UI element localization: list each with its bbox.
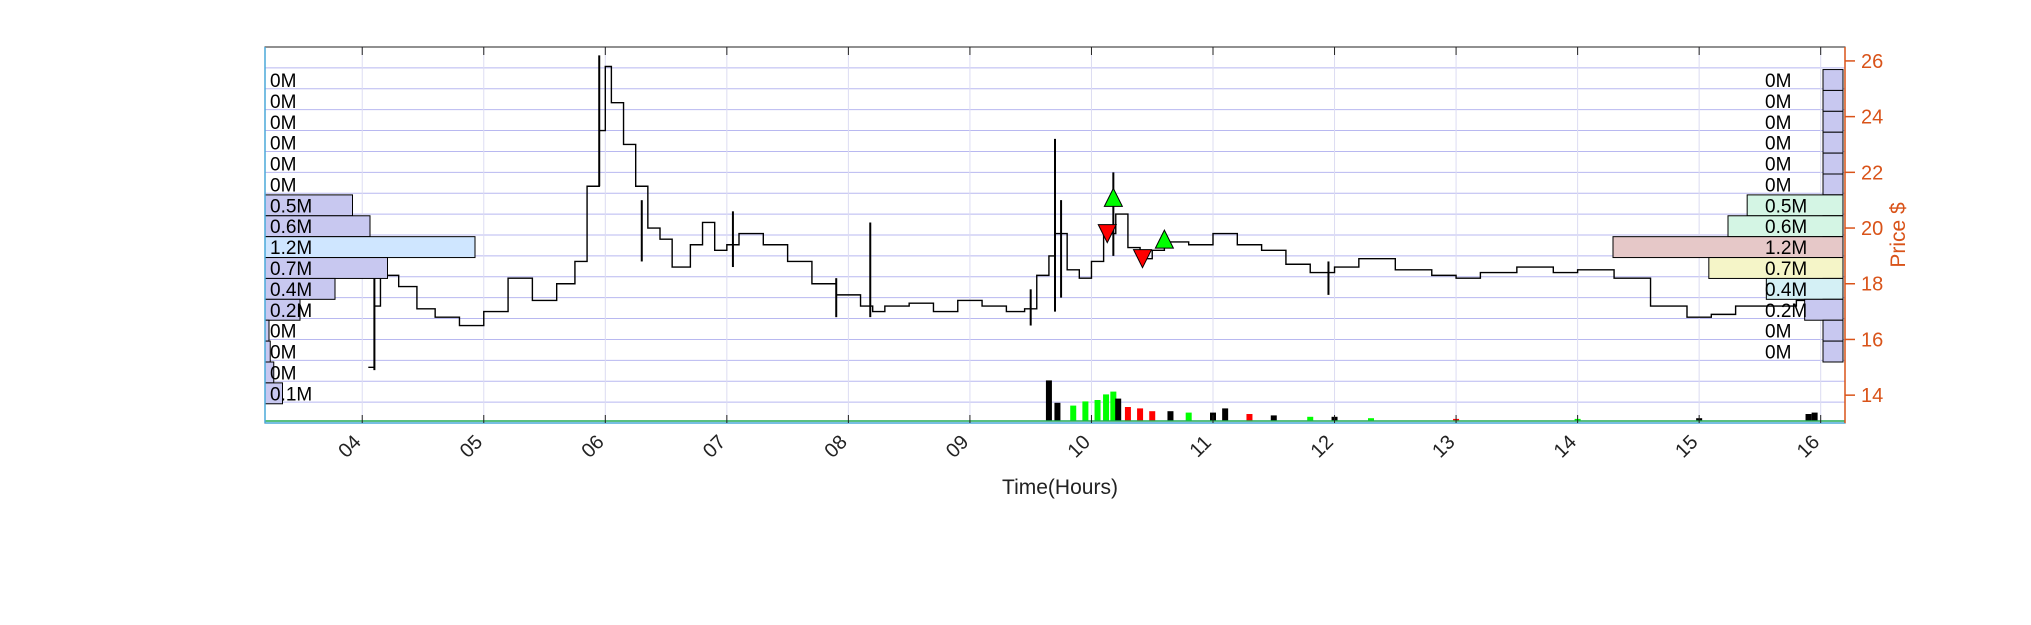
right-profile-label: 0.5M bbox=[1765, 196, 1807, 217]
left-profile-label: 0M bbox=[270, 92, 296, 113]
left-profile-label: 0M bbox=[270, 175, 296, 196]
right-profile-edge-bar bbox=[1822, 89, 1844, 112]
x-tick-label: 07 bbox=[699, 431, 730, 462]
volume-bar bbox=[1270, 415, 1277, 421]
y-axis-title: Price $ bbox=[1887, 202, 1910, 268]
x-tick-label: 08 bbox=[820, 431, 851, 462]
volume-bar bbox=[1368, 418, 1374, 421]
left-profile-label: 0M bbox=[270, 363, 296, 384]
volume-bar bbox=[1185, 412, 1192, 421]
volume-bar bbox=[1110, 391, 1117, 421]
volume-bar bbox=[1222, 408, 1229, 421]
volume-bar bbox=[1805, 414, 1812, 421]
left-profile-label: 0.2M bbox=[270, 301, 312, 322]
right-profile-label: 0M bbox=[1765, 155, 1791, 176]
volume-bar bbox=[1115, 398, 1122, 421]
x-tick-label: 10 bbox=[1064, 431, 1095, 462]
sell-marker bbox=[1097, 224, 1118, 244]
y-tick-label: 26 bbox=[1861, 51, 1883, 73]
right-profile-edge-bar bbox=[1822, 319, 1844, 342]
left-profile-label: 0.7M bbox=[270, 259, 312, 280]
right-profile-label: 0M bbox=[1765, 134, 1791, 155]
left-profile-label: 0.6M bbox=[270, 217, 312, 238]
right-profile-bar bbox=[1804, 298, 1844, 321]
trade-markers bbox=[1097, 187, 1175, 269]
x-tick-label: 05 bbox=[456, 431, 487, 462]
left-profile-label: 1.2M bbox=[270, 238, 312, 259]
volume-bar bbox=[1103, 394, 1110, 421]
left-profile-label: 0M bbox=[270, 71, 296, 92]
right-profile-label: 0M bbox=[1765, 343, 1791, 364]
x-axis-title: Time(Hours) bbox=[1002, 476, 1118, 499]
volume-bar bbox=[1167, 411, 1174, 421]
right-profile-label: 0.4M bbox=[1765, 280, 1807, 301]
price-line bbox=[368, 65, 1822, 368]
right-profile-label: 0M bbox=[1765, 175, 1791, 196]
right-profile-label: 0.2M bbox=[1765, 301, 1807, 322]
y-tick-label: 22 bbox=[1861, 162, 1883, 184]
right-profile-label: 0.6M bbox=[1765, 217, 1807, 238]
right-profile-label: 0M bbox=[1765, 71, 1791, 92]
right-profile-edge-bar bbox=[1822, 69, 1844, 91]
x-tick-label: 11 bbox=[1186, 432, 1216, 462]
volume-bar bbox=[1094, 400, 1101, 421]
right-profile-label: 1.2M bbox=[1765, 238, 1807, 259]
left-profile-label: 0M bbox=[270, 343, 296, 364]
right-profile-edge-bar bbox=[1822, 131, 1844, 154]
sell-marker bbox=[1132, 249, 1153, 269]
x-tick-label: 12 bbox=[1307, 431, 1338, 462]
volume-bar bbox=[1149, 411, 1156, 421]
volume-bar bbox=[1045, 380, 1052, 421]
volume-bar bbox=[1811, 412, 1818, 421]
left-profile-label: 0M bbox=[270, 113, 296, 134]
left-profile-label: 0M bbox=[270, 155, 296, 176]
volume-bar bbox=[1054, 402, 1061, 421]
right-profile-label: 0M bbox=[1765, 322, 1791, 343]
price-series bbox=[368, 55, 1822, 371]
left-profile-label: 0.4M bbox=[270, 280, 312, 301]
buy-marker bbox=[1103, 187, 1124, 207]
x-tick-label: 09 bbox=[942, 431, 973, 462]
y-tick-label: 18 bbox=[1861, 274, 1883, 296]
x-tick-label: 13 bbox=[1428, 431, 1459, 462]
right-profile-label: 0M bbox=[1765, 92, 1791, 113]
left-profile-label: 0M bbox=[270, 134, 296, 155]
y-tick-label: 20 bbox=[1861, 218, 1883, 240]
right-profile-edge-bar bbox=[1822, 340, 1844, 363]
volume-bars bbox=[265, 380, 1845, 422]
y-tick-label: 14 bbox=[1861, 385, 1883, 407]
volume-bar bbox=[1070, 405, 1077, 421]
right-profile-edge-bar bbox=[1822, 110, 1844, 133]
x-tick-label: 14 bbox=[1550, 431, 1581, 462]
left-profile-label: 0.1M bbox=[270, 384, 312, 405]
x-tick-label: 06 bbox=[577, 431, 608, 462]
right-profile-edge-bar bbox=[1822, 152, 1844, 175]
volume-bar bbox=[1307, 416, 1314, 421]
x-tick-label: 04 bbox=[334, 431, 365, 462]
left-profile-label: 0.5M bbox=[270, 196, 312, 217]
volume-bar bbox=[1137, 408, 1144, 421]
left-profile-label: 0M bbox=[270, 322, 296, 343]
right-profile-edge-bar bbox=[1822, 173, 1844, 196]
volume-bar bbox=[1246, 414, 1253, 421]
right-profile-label: 0M bbox=[1765, 113, 1791, 134]
left-volume-profile: 0M0M0M0M0M0M0.5M0.6M1.2M0.7M0.4M0.2M0M0M… bbox=[264, 71, 476, 405]
y-tick-label: 16 bbox=[1861, 329, 1883, 351]
right-profile-label: 0.7M bbox=[1765, 259, 1807, 280]
volume-bar bbox=[1124, 407, 1131, 421]
y-tick-label: 24 bbox=[1861, 107, 1883, 129]
x-tick-label: 15 bbox=[1671, 431, 1702, 462]
right-profile-bar bbox=[1612, 236, 1844, 259]
x-tick-label: 16 bbox=[1793, 431, 1824, 462]
volume-bar bbox=[1082, 401, 1089, 421]
buy-marker bbox=[1154, 229, 1175, 249]
